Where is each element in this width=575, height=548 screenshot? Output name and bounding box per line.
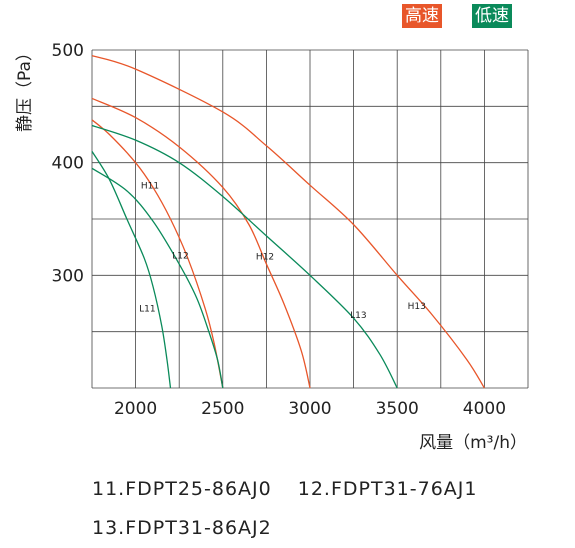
series-line-h11 (91, 119, 224, 389)
x-tick-label: 2000 (114, 399, 157, 419)
series-line-l13 (91, 124, 398, 389)
model-label: 11.FDPT25-86AJ0 (92, 478, 272, 500)
series-line-l12 (91, 167, 224, 389)
curve-label-l11: L11 (139, 304, 155, 314)
curve-label-l13: L13 (350, 311, 366, 321)
x-axis-label: 风量（m³/h） (419, 433, 527, 453)
y-tick-label: 300 (52, 266, 84, 286)
model-label: 12.FDPT31-76AJ1 (297, 478, 478, 500)
curve-label-h11: H11 (141, 182, 159, 192)
x-tick-label: 2500 (201, 399, 244, 419)
y-tick-label: 400 (52, 154, 84, 174)
curve-label-l12: L12 (172, 251, 188, 261)
x-tick-label: 3500 (376, 399, 419, 419)
model-label: 13.FDPT31-86AJ2 (92, 517, 272, 539)
curve-label-h13: H13 (408, 302, 426, 312)
model-line-1: 11.FDPT25-86AJ0 12.FDPT31-76AJ1 (92, 478, 478, 500)
y-axis-label: 静压（Pa） (15, 44, 35, 132)
legend-high-speed: 高速 (402, 4, 442, 28)
x-tick-label: 4000 (463, 399, 506, 419)
curve-label-h12: H12 (256, 253, 274, 263)
y-tick-label: 500 (52, 41, 84, 61)
series-line-h13 (91, 55, 485, 389)
series-line-l11 (91, 151, 172, 389)
legend-low-speed: 低速 (472, 4, 512, 28)
series-line-h12 (91, 97, 311, 389)
model-line-2: 13.FDPT31-86AJ2 (92, 517, 272, 539)
x-tick-label: 3000 (288, 399, 331, 419)
